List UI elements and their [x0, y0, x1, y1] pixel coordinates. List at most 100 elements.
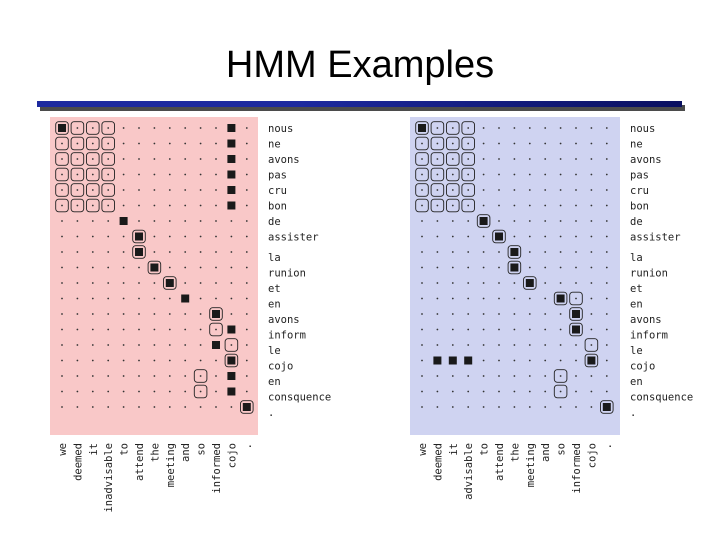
grid-dot: [498, 406, 500, 408]
alignment-box: [86, 136, 100, 151]
grid-dot: [451, 127, 454, 129]
grid-dot: [138, 189, 140, 191]
grid-dot: [76, 158, 79, 160]
grid-dot: [184, 390, 187, 393]
grid-dot: [168, 173, 171, 176]
title-rule: [37, 101, 682, 107]
grid-dot: [184, 313, 187, 315]
french-word-label: pas: [268, 170, 287, 182]
french-word-label: en: [268, 299, 281, 311]
grid-dot: [215, 189, 217, 191]
english-word-label: deemed: [432, 443, 444, 481]
grid-dot: [168, 251, 171, 253]
grid-dot: [559, 142, 562, 145]
alignment-box: [507, 260, 522, 275]
alignment-box: [147, 260, 162, 275]
english-word-label: it: [88, 443, 100, 456]
grid-dot: [559, 313, 562, 315]
grid-dot: [513, 220, 516, 222]
english-word-label: we: [57, 443, 69, 456]
grid-dot: [436, 204, 439, 207]
grid-dot: [215, 220, 217, 222]
grid-dot: [138, 173, 140, 176]
grid-dot: [76, 204, 79, 207]
french-word-label: assister: [630, 232, 681, 244]
grid-dot: [590, 266, 593, 269]
grid-dot: [184, 328, 187, 331]
grid-dot: [482, 173, 485, 176]
grid-dot: [138, 359, 140, 362]
grid-dot: [544, 127, 547, 129]
alignment-cell-filled: [227, 201, 236, 210]
grid-dot: [122, 359, 125, 362]
alignment-cell-filled: [418, 124, 426, 132]
alignment-box: [193, 384, 208, 399]
grid-dot: [482, 127, 485, 129]
grid-dot: [575, 359, 577, 362]
alignment-box: [86, 183, 100, 197]
alignment-box: [132, 229, 146, 244]
grid-dot: [91, 266, 94, 269]
grid-dot: [107, 297, 110, 300]
grid-dot: [168, 142, 171, 145]
grid-dot: [199, 204, 202, 207]
grid-dot: [544, 297, 547, 300]
alignment-cell-filled: [212, 341, 220, 349]
grid-dot: [528, 297, 531, 300]
grid-dot: [451, 328, 454, 331]
grid-dot: [467, 220, 470, 222]
grid-dot: [482, 251, 485, 253]
grid-dot: [436, 173, 439, 176]
grid-dot: [544, 204, 547, 207]
grid-dot: [107, 282, 110, 284]
alignment-box: [55, 121, 69, 135]
french-word-label: de: [630, 216, 643, 228]
grid-dot: [107, 189, 110, 191]
grid-dot: [168, 127, 171, 129]
grid-dot: [245, 189, 248, 191]
grid-dot: [199, 344, 202, 346]
grid-dot: [528, 235, 531, 238]
grid-dot: [559, 375, 562, 377]
alignment-box: [415, 198, 429, 213]
alignment-cell-filled: [448, 356, 457, 365]
grid-dot: [61, 375, 63, 377]
grid-dot: [168, 390, 171, 393]
grid-dot: [76, 266, 79, 269]
alignment-box: [86, 121, 100, 135]
french-word-label: en: [268, 376, 281, 388]
alignment-box: [553, 384, 568, 399]
alignment-box: [461, 167, 475, 182]
grid-dot: [421, 189, 423, 191]
grid-dot: [575, 282, 577, 284]
english-word-label: to: [479, 443, 491, 456]
grid-dot: [91, 251, 94, 253]
grid-dot: [605, 220, 608, 222]
english-word-label: .: [602, 443, 614, 449]
grid-dot: [575, 220, 577, 222]
grid-dot: [575, 189, 577, 191]
grid-dot: [184, 375, 187, 377]
alignment-box: [476, 214, 491, 228]
grid-dot: [513, 390, 516, 393]
grid-dot: [61, 189, 63, 191]
grid-dot: [436, 297, 439, 300]
french-word-label: assister: [268, 232, 319, 244]
alignment-cell-filled: [510, 248, 519, 256]
alignment-box: [70, 183, 85, 197]
english-word-label: and: [540, 443, 552, 462]
grid-dot: [528, 359, 531, 362]
grid-dot: [215, 173, 217, 176]
grid-dot: [513, 158, 516, 160]
grid-dot: [544, 220, 547, 222]
grid-dot: [138, 390, 140, 393]
grid-dot: [122, 390, 125, 393]
grid-dot: [436, 282, 439, 284]
grid-dot: [122, 189, 125, 191]
grid-dot: [107, 266, 110, 269]
alignment-box: [101, 152, 115, 166]
grid-dot: [575, 204, 577, 207]
grid-dot: [605, 375, 608, 377]
alignment-box: [415, 152, 429, 166]
grid-dot: [605, 344, 608, 346]
